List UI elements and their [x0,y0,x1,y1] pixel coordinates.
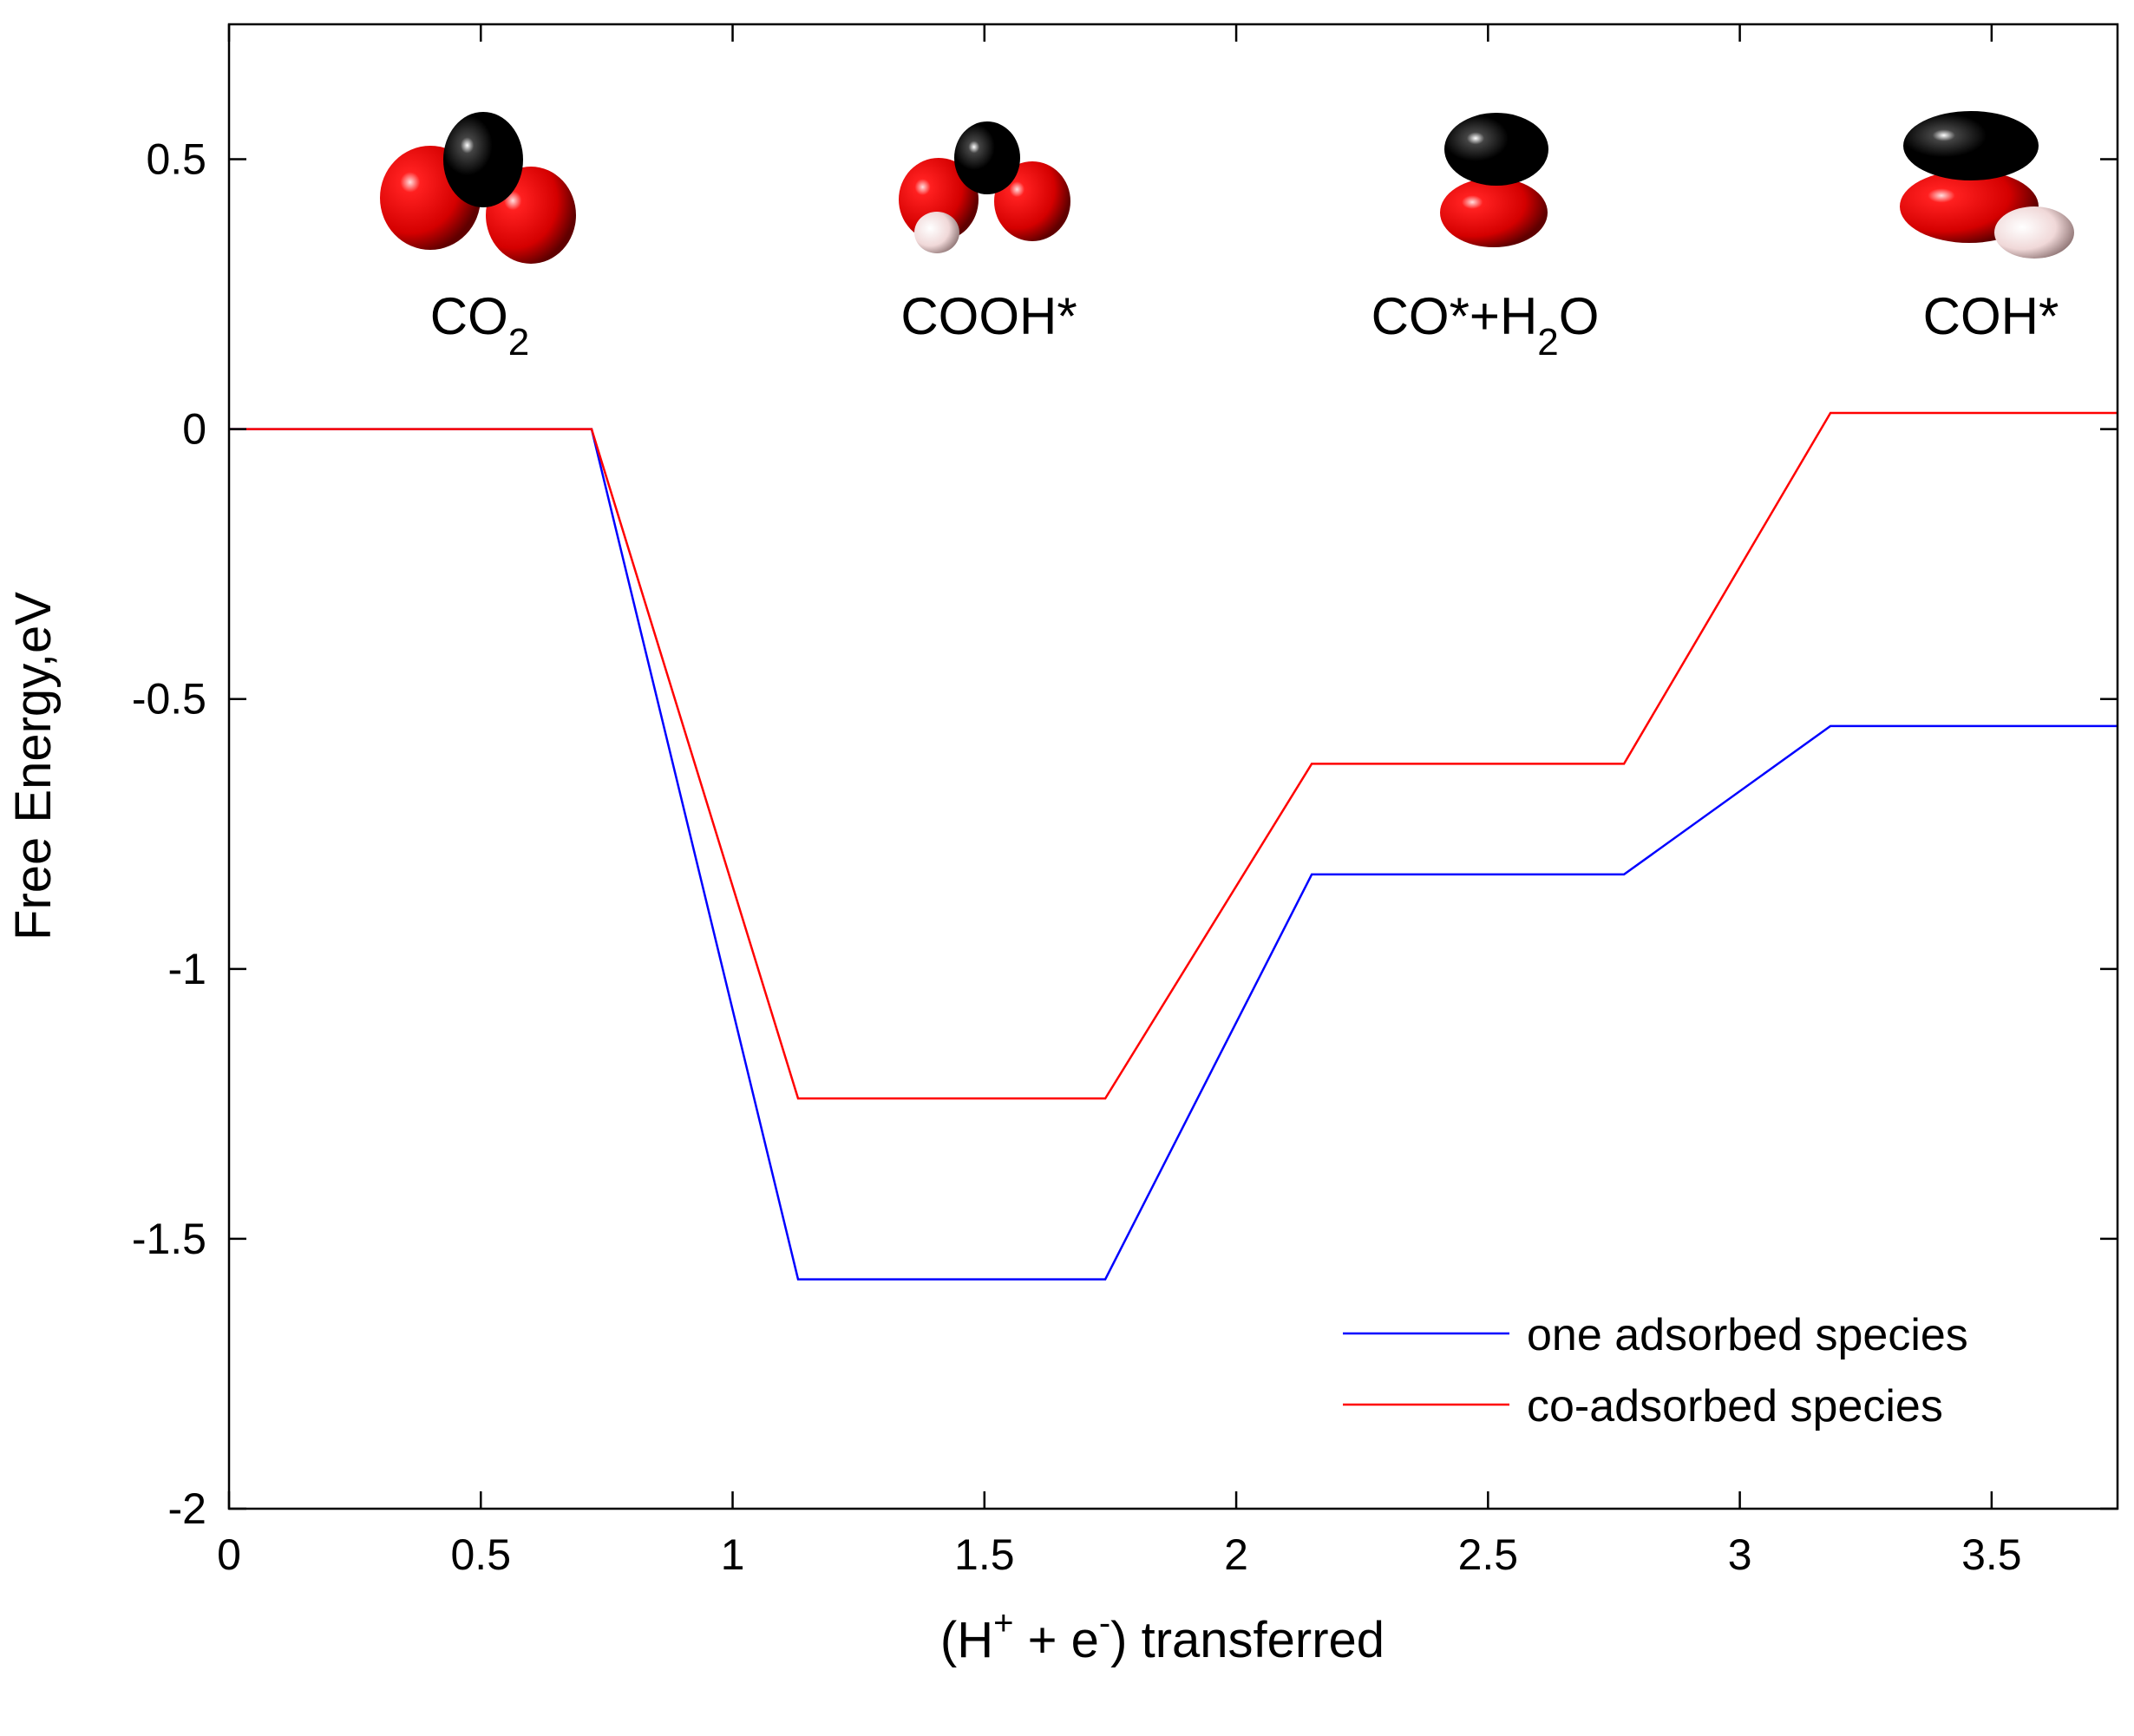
x-tick-label: 2.5 [1458,1530,1519,1579]
x-tick-label: 3.5 [1961,1530,2022,1579]
co2-molecule-image [380,112,576,264]
y-tick-label: 0 [182,405,206,454]
y-axis-ticks: -2 -1.5 -1 -0.5 0 0.5 [132,135,2118,1533]
axes-frame [227,23,2119,1510]
co-h2o-molecule-image [1440,113,1548,247]
species-label-coh: COH* [1923,287,2059,345]
y-axis-label: Free Energy,eV [5,592,62,940]
x-tick-label: 0.5 [451,1530,512,1579]
x-tick-label: 0 [217,1530,241,1579]
x-axis-label: (H+ + e-) transferred [940,1604,1384,1668]
species-label-co-h2o: CO*+H2O [1371,287,1600,364]
x-tick-label: 1 [721,1530,745,1579]
y-tick-label: 0.5 [146,135,206,184]
cooh-molecule-image [899,121,1070,253]
species-label-co2: CO2 [430,287,529,364]
x-axis-ticks: 0 0.5 1 1.5 2 2.5 3 3.5 [217,24,2022,1579]
legend-label-co-adsorbed: co-adsorbed species [1527,1381,1943,1431]
y-tick-label: -0.5 [132,675,206,724]
y-tick-label: -2 [168,1484,206,1533]
series-line-0 [229,428,2118,1281]
species-label-cooh: COOH* [900,287,1077,345]
legend-label-one-adsorbed: one adsorbed species [1527,1310,1968,1360]
y-tick-label: -1 [168,945,206,993]
y-tick-label: -1.5 [132,1215,206,1263]
x-tick-label: 1.5 [954,1530,1015,1579]
x-tick-label: 3 [1728,1530,1752,1579]
plot-lines [229,411,2118,1281]
coh-molecule-image [1900,111,2074,259]
x-tick-label: 2 [1224,1530,1248,1579]
series-line-1 [229,411,2118,1100]
legend: one adsorbed species co-adsorbed species [1343,1310,1968,1431]
